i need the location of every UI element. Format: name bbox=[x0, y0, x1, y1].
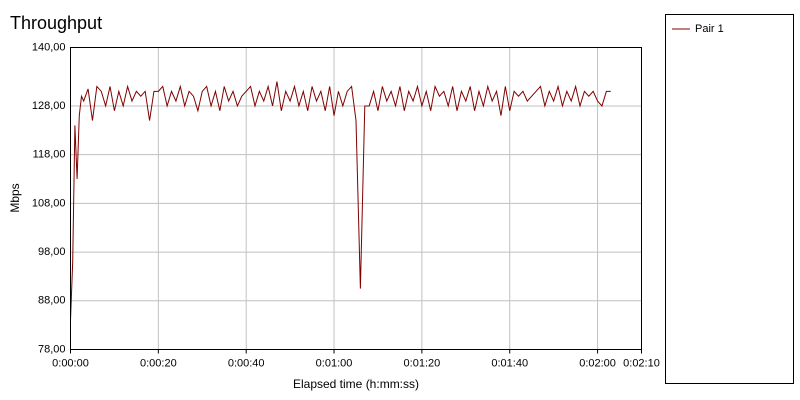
plot-frame bbox=[70, 47, 642, 350]
x-tick-label: 0:02:00 bbox=[579, 357, 616, 369]
x-tick-label: 0:00:20 bbox=[140, 357, 177, 369]
y-tick-label: 98,00 bbox=[38, 246, 66, 258]
y-tick-label: 88,00 bbox=[38, 295, 66, 307]
x-tick-label: 0:00:00 bbox=[52, 357, 89, 369]
y-tick-label: 118,00 bbox=[33, 149, 66, 161]
legend-box bbox=[665, 14, 794, 384]
x-axis-label: Elapsed time (h:mm:ss) bbox=[293, 377, 419, 391]
y-tick-label: 140,00 bbox=[32, 41, 66, 53]
x-tick-label: 0:02:10 bbox=[623, 357, 660, 369]
x-tick-label: 0:01:20 bbox=[404, 357, 441, 369]
x-tick-label: 0:01:00 bbox=[316, 357, 353, 369]
y-tick-label: 108,00 bbox=[32, 197, 66, 209]
y-tick-label: 128,00 bbox=[32, 100, 66, 112]
chart-title: Throughput bbox=[10, 13, 102, 33]
y-axis-label: Mbps bbox=[8, 183, 22, 212]
x-tick-label: 0:00:40 bbox=[228, 357, 265, 369]
data-line bbox=[70, 81, 611, 321]
legend-label: Pair 1 bbox=[695, 23, 724, 35]
x-tick-label: 0:01:40 bbox=[491, 357, 528, 369]
y-tick-label: 78,00 bbox=[38, 343, 66, 355]
